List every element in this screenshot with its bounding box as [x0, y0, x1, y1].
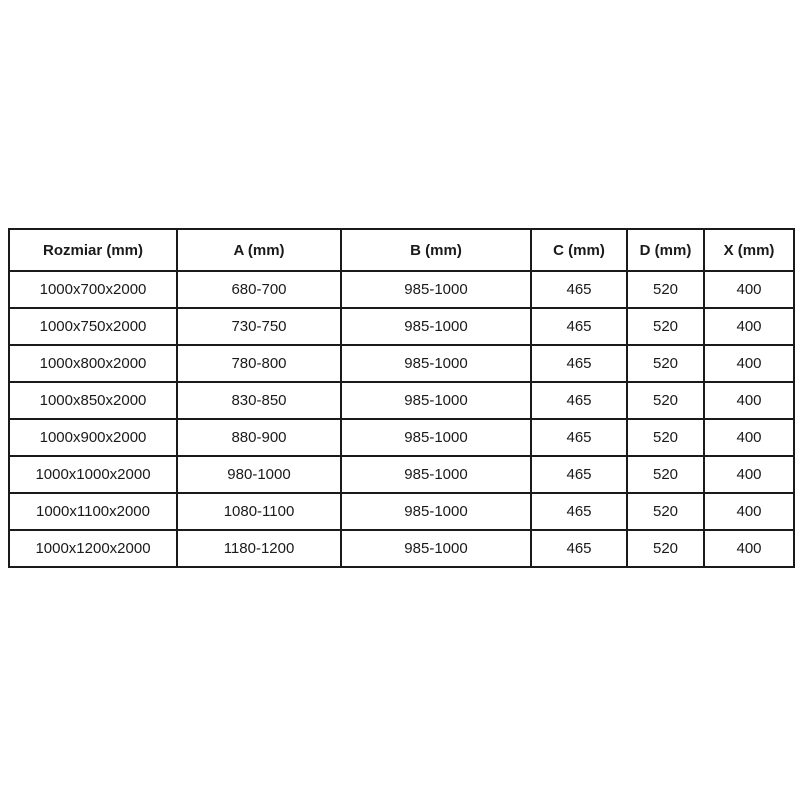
table-cell: 465 [530, 529, 628, 568]
table-cell: 985-1000 [340, 344, 532, 383]
column-header: B (mm) [340, 228, 532, 272]
table-row: 1000x750x2000 730-750 985-1000 465 520 400 [8, 307, 795, 346]
table-row: 1000x1100x2000 1080-1100 985-1000 465 520 400 [8, 492, 795, 531]
table-cell: 780-800 [176, 344, 342, 383]
table-cell: 1000x900x2000 [8, 418, 178, 457]
table-row: 1000x900x2000 880-900 985-1000 465 520 400 [8, 418, 795, 457]
table-cell: 985-1000 [340, 307, 532, 346]
table-cell: 985-1000 [340, 381, 532, 420]
table-body: 1000x700x2000 680-700 985-1000 465 520 400 100… [8, 270, 795, 568]
table-cell: 520 [626, 307, 705, 346]
table-cell: 985-1000 [340, 270, 532, 309]
table-cell: 400 [703, 344, 795, 383]
table-cell: 680-700 [176, 270, 342, 309]
table-cell: 465 [530, 307, 628, 346]
table-cell: 1000x1200x2000 [8, 529, 178, 568]
table-cell: 980-1000 [176, 455, 342, 494]
table-cell: 400 [703, 455, 795, 494]
table-cell: 1000x700x2000 [8, 270, 178, 309]
table-cell: 1180-1200 [176, 529, 342, 568]
table-row: 1000x850x2000 830-850 985-1000 465 520 400 [8, 381, 795, 420]
table-cell: 465 [530, 492, 628, 531]
table-cell: 985-1000 [340, 492, 532, 531]
table-cell: 730-750 [176, 307, 342, 346]
column-header: D (mm) [626, 228, 705, 272]
table-cell: 465 [530, 344, 628, 383]
table-row: 1000x800x2000 780-800 985-1000 465 520 400 [8, 344, 795, 383]
table-cell: 400 [703, 381, 795, 420]
table-cell: 520 [626, 492, 705, 531]
table-cell: 400 [703, 492, 795, 531]
table-head: Rozmiar (mm) A (mm) B (mm) C (mm) D (mm) X (m… [8, 228, 795, 272]
table-cell: 520 [626, 455, 705, 494]
table-cell: 985-1000 [340, 455, 532, 494]
table-cell: 465 [530, 455, 628, 494]
table-row: 1000x1000x2000 980-1000 985-1000 465 520 400 [8, 455, 795, 494]
table-cell: 1000x750x2000 [8, 307, 178, 346]
dimensions-table: Rozmiar (mm) A (mm) B (mm) C (mm) D (mm) X (m… [8, 228, 795, 568]
table-cell: 1000x1000x2000 [8, 455, 178, 494]
table-cell: 520 [626, 529, 705, 568]
table-cell: 985-1000 [340, 529, 532, 568]
table-cell: 400 [703, 307, 795, 346]
table-cell: 465 [530, 418, 628, 457]
column-header: X (mm) [703, 228, 795, 272]
column-header: A (mm) [176, 228, 342, 272]
table-cell: 520 [626, 344, 705, 383]
table-cell: 1000x850x2000 [8, 381, 178, 420]
table-row: 1000x1200x2000 1180-1200 985-1000 465 520 400 [8, 529, 795, 568]
table-cell: 830-850 [176, 381, 342, 420]
table-cell: 1080-1100 [176, 492, 342, 531]
table-cell: 520 [626, 418, 705, 457]
column-header: C (mm) [530, 228, 628, 272]
table-cell: 1000x800x2000 [8, 344, 178, 383]
table-cell: 880-900 [176, 418, 342, 457]
table-cell: 520 [626, 381, 705, 420]
table-cell: 465 [530, 381, 628, 420]
table-cell: 1000x1100x2000 [8, 492, 178, 531]
table-cell: 400 [703, 529, 795, 568]
table-row: 1000x700x2000 680-700 985-1000 465 520 400 [8, 270, 795, 309]
table-cell: 400 [703, 270, 795, 309]
header-row: Rozmiar (mm) A (mm) B (mm) C (mm) D (mm) X (m… [8, 228, 795, 272]
table-cell: 985-1000 [340, 418, 532, 457]
table-cell: 465 [530, 270, 628, 309]
column-header: Rozmiar (mm) [8, 228, 178, 272]
table-cell: 400 [703, 418, 795, 457]
table-cell: 520 [626, 270, 705, 309]
